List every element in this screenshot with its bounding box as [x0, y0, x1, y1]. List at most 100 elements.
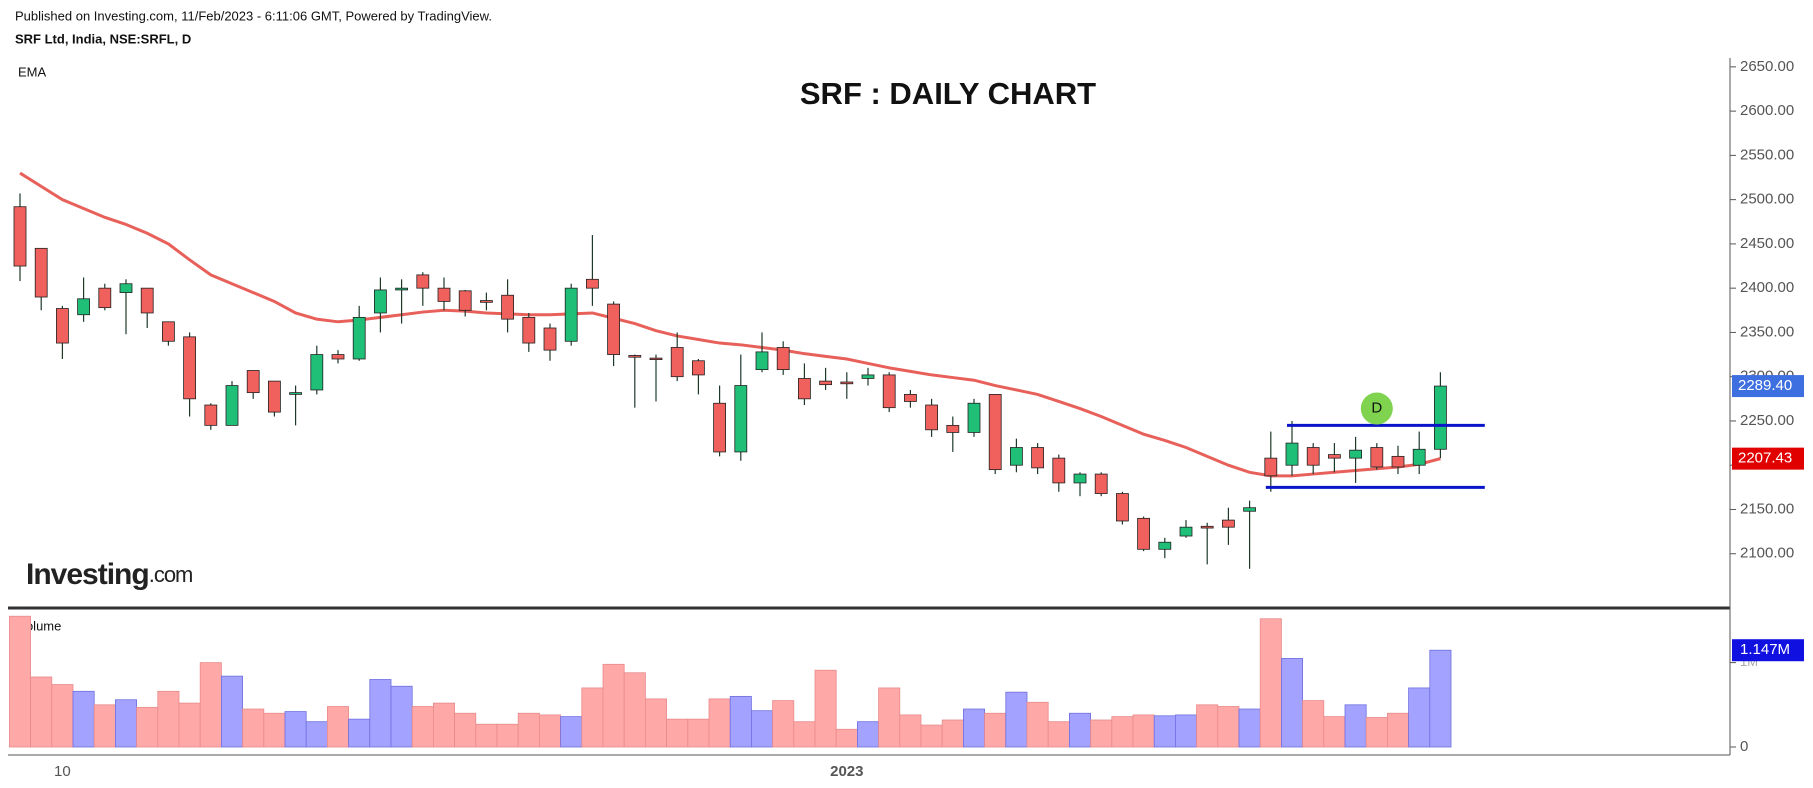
candle-body [352, 316, 366, 360]
candle-body [967, 402, 981, 433]
volume-bar [517, 712, 540, 748]
volume-bar [1429, 649, 1452, 748]
y-tick-label: 0 [1740, 738, 1748, 755]
candle-body [119, 283, 133, 293]
volume-bar [390, 685, 413, 748]
candle-body [1158, 541, 1172, 550]
candle-body [1200, 525, 1214, 529]
y-tick-label: 2550.00 [1740, 146, 1794, 163]
volume-bar [984, 712, 1007, 748]
candle-body [98, 287, 112, 309]
volume-bar [1005, 691, 1028, 748]
volume-bar [772, 700, 795, 748]
volume-bar [1281, 658, 1304, 748]
volume-bar [793, 721, 816, 748]
candle-body [183, 336, 197, 400]
volume-bar [369, 679, 392, 748]
candle-body [1222, 519, 1235, 528]
volume-bar [30, 676, 53, 748]
volume-bar [857, 721, 880, 748]
volume-bar [645, 698, 668, 748]
volume-bar [899, 714, 922, 748]
volume-bar [1090, 719, 1113, 748]
volume-bar [1238, 708, 1261, 748]
ema-line [19, 171, 1441, 478]
candle-body [225, 385, 239, 426]
volume-bar [539, 714, 562, 748]
candle-body [946, 424, 960, 433]
volume-bar [1132, 714, 1155, 748]
candle-body [289, 392, 303, 395]
volume-bar [1069, 712, 1092, 748]
candle-body [798, 378, 811, 400]
volume-bar [348, 718, 371, 748]
candle-body [988, 393, 1002, 471]
volume-bar [814, 669, 837, 748]
volume-bar [8, 615, 32, 748]
candle-body [819, 380, 832, 386]
candle-body [564, 287, 578, 342]
candle-body [34, 247, 48, 298]
candle-body [458, 290, 472, 311]
candle-body [882, 374, 896, 409]
candle-body [1179, 526, 1193, 537]
volume-bar [199, 662, 222, 748]
volume-bar [1344, 704, 1367, 748]
candle-body [1031, 447, 1044, 469]
volume-bar [157, 690, 180, 748]
chart-title: SRF : DAILY CHART [800, 76, 1096, 111]
volume-bar [411, 706, 434, 748]
last-price-label: 2289.40 [1738, 377, 1792, 394]
volume-bar [242, 708, 265, 748]
candle-body [649, 357, 663, 360]
candle-body [1243, 507, 1256, 512]
y-tick-label: 2350.00 [1740, 323, 1794, 340]
volume-bar [1153, 715, 1176, 748]
candle-body [437, 287, 451, 302]
y-tick-label: 2400.00 [1740, 279, 1794, 296]
volume-bar [1323, 716, 1346, 748]
ema-last-box [1732, 447, 1804, 470]
candle-body [543, 327, 557, 351]
candle-body [734, 385, 748, 453]
candle-body [1349, 449, 1362, 459]
logo-suffix: .com [149, 562, 193, 587]
indicator-label: EMA [18, 64, 47, 79]
ema-last-label: 2207.43 [1738, 450, 1792, 467]
candle-body [776, 347, 790, 371]
volume-bar [963, 708, 986, 748]
volume-bar [305, 721, 328, 748]
candle-body [904, 393, 917, 402]
y-tick-label: 2100.00 [1740, 545, 1794, 562]
y-tick-label: 2500.00 [1740, 191, 1794, 208]
volume-bar [878, 687, 901, 748]
published-note: Published on Investing.com, 11/Feb/2023 … [15, 8, 492, 23]
volume-bar [263, 712, 286, 748]
candle-body [522, 316, 536, 344]
volume-bar [454, 712, 477, 748]
candle-body [1094, 473, 1108, 494]
candle-body [1391, 455, 1405, 468]
logo: Investing.com [26, 558, 192, 591]
candle-body [586, 278, 599, 289]
candle-body [1306, 447, 1320, 466]
candle-body [1434, 385, 1447, 450]
candle-body [840, 381, 854, 385]
volume-bar [941, 719, 964, 748]
candle-body [1370, 447, 1384, 468]
candle-body [395, 287, 409, 291]
candle-body [246, 370, 260, 394]
candle-body [161, 321, 175, 342]
y-tick-label: 2150.00 [1740, 500, 1794, 517]
volume-bar [666, 718, 689, 748]
candle-body [1264, 457, 1278, 477]
volume-bar [178, 702, 201, 748]
volume-bar [581, 687, 604, 748]
volume-bar [51, 684, 74, 748]
candle-body [479, 300, 493, 303]
candle-body [755, 351, 769, 371]
volume-bar [1259, 618, 1282, 748]
volume-bar [432, 702, 455, 748]
volume-bar [1302, 700, 1325, 748]
y-tick-label: 2650.00 [1740, 58, 1794, 75]
